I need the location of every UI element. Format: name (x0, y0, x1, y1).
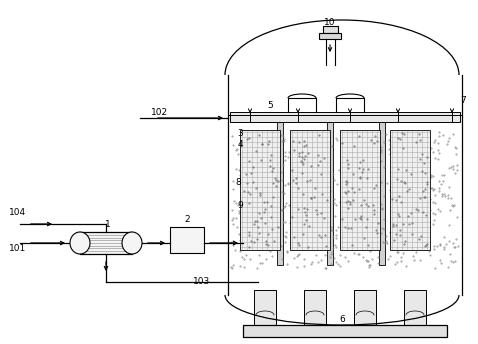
Bar (170, 227, 204, 253)
Bar (80, 232, 132, 254)
Text: 3: 3 (237, 129, 243, 138)
Bar (354, 290, 376, 325)
Bar (379, 115, 385, 265)
Ellipse shape (70, 232, 90, 254)
Bar (340, 130, 380, 250)
Bar (327, 115, 333, 265)
Bar (319, 33, 341, 39)
Text: 7: 7 (460, 96, 466, 105)
Bar (230, 112, 460, 122)
Text: 5: 5 (267, 100, 273, 109)
Text: 1: 1 (105, 219, 111, 228)
Text: 10: 10 (324, 18, 336, 26)
Text: 102: 102 (152, 108, 169, 117)
Bar (243, 325, 447, 337)
Text: 9: 9 (237, 201, 243, 209)
Bar (277, 115, 283, 265)
Bar (240, 130, 280, 250)
Text: 101: 101 (10, 244, 27, 252)
Text: 8: 8 (235, 178, 241, 186)
Text: 103: 103 (194, 278, 211, 287)
Bar (254, 290, 276, 325)
Text: 6: 6 (339, 315, 345, 324)
Bar (390, 130, 430, 250)
Bar (323, 26, 338, 33)
Text: 104: 104 (10, 207, 27, 216)
Text: 4: 4 (237, 140, 243, 149)
Bar (404, 290, 426, 325)
Bar (304, 290, 326, 325)
Text: 2: 2 (184, 215, 190, 224)
Bar (290, 130, 330, 250)
Ellipse shape (122, 232, 142, 254)
